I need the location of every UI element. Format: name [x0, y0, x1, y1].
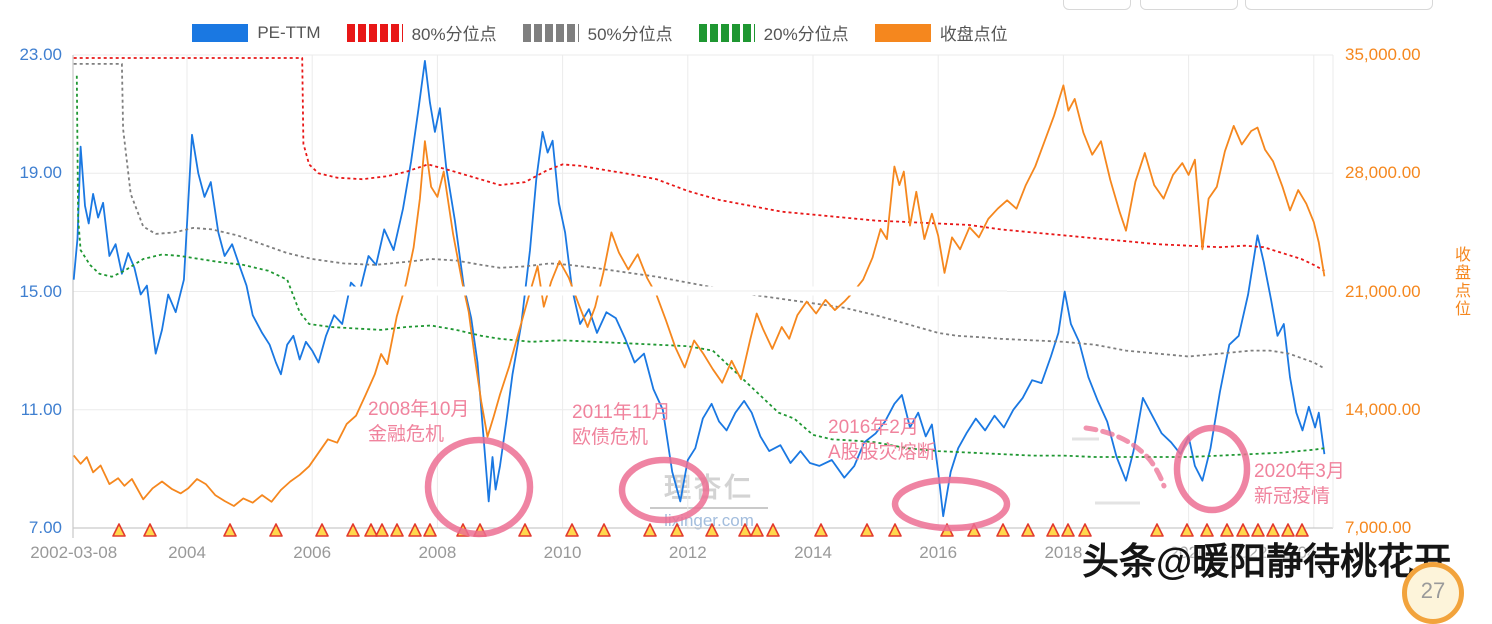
chart-legend: PE-TTM 80%分位点 50%分位点 20%分位点 收盘点位 — [0, 20, 1200, 45]
legend-swatch-p20 — [698, 23, 755, 42]
event-triangle-marker[interactable] — [996, 523, 1010, 537]
legend-item-pe-ttm[interactable]: PE-TTM — [192, 22, 321, 43]
event-triangle-marker[interactable] — [346, 523, 360, 537]
event-triangle-marker[interactable] — [1046, 523, 1060, 537]
annotation-crisis-2016: 2016年2月 A股股灾熔断 — [828, 417, 936, 463]
series-PE-TTM — [72, 60, 1326, 518]
event-triangle-marker[interactable] — [705, 523, 719, 537]
x-tick-2012: 2012 — [668, 543, 707, 562]
annotation-crisis-2020: 2020年3月 新冠疫情 — [1254, 461, 1345, 507]
event-triangle-marker[interactable] — [643, 523, 657, 537]
event-triangle-marker[interactable] — [223, 523, 237, 537]
series-50%分位点 — [73, 63, 1325, 370]
toolbar-button-3[interactable] — [1245, 0, 1433, 10]
event-triangle-marker[interactable] — [888, 523, 902, 537]
crisis-circle — [1173, 424, 1251, 514]
legend-swatch-p80 — [346, 23, 403, 42]
legend-label-p50: 50%分位点 — [587, 25, 673, 44]
legend-item-p50[interactable]: 50%分位点 — [522, 20, 673, 45]
toolbar-button-2[interactable] — [1140, 0, 1238, 10]
event-triangle-marker[interactable] — [597, 523, 611, 537]
x-tick-2002-03-08: 2002-03-08 — [30, 543, 118, 562]
crisis-circle — [424, 436, 534, 538]
x-tick-2006: 2006 — [293, 543, 332, 562]
annotation-crisis-2011: 2011年11月 欧债危机 — [572, 402, 671, 448]
legend-item-close[interactable]: 收盘点位 — [874, 20, 1008, 45]
y-left-tick-7.00: 7.00 — [28, 518, 62, 537]
y-left-tick-23.00: 23.00 — [19, 45, 62, 64]
legend-label-p80: 80%分位点 — [411, 25, 497, 44]
y-left-tick-19.00: 19.00 — [19, 163, 62, 183]
event-triangle-marker[interactable] — [1281, 523, 1295, 537]
legend-label-close: 收盘点位 — [939, 25, 1008, 44]
event-triangle-marker[interactable] — [1150, 523, 1164, 537]
event-triangle-marker[interactable] — [1266, 523, 1280, 537]
event-triangle-marker[interactable] — [1251, 523, 1265, 537]
event-triangle-marker[interactable] — [860, 523, 874, 537]
annotation-crisis-2008: 2008年10月 金融危机 — [368, 399, 470, 445]
toolbar-button-1[interactable] — [1063, 0, 1131, 10]
event-triangle-marker[interactable] — [1200, 523, 1214, 537]
event-triangle-marker[interactable] — [423, 523, 437, 537]
pink-swoosh-annotation — [1083, 425, 1167, 489]
event-triangle-marker[interactable] — [408, 523, 422, 537]
event-triangle-marker[interactable] — [738, 523, 752, 537]
y-right-tick-35,000.00: 35,000.00 — [1345, 45, 1421, 64]
corner-badge-number: 27 — [1420, 578, 1446, 603]
event-triangle-marker[interactable] — [1295, 523, 1309, 537]
legend-swatch-close — [874, 23, 931, 42]
series-20%分位点 — [75, 75, 1325, 458]
event-triangle-marker[interactable] — [315, 523, 329, 537]
x-tick-2004: 2004 — [168, 543, 206, 562]
event-triangle-marker[interactable] — [1061, 523, 1075, 537]
y-right-tick-7,000.00: 7,000.00 — [1345, 518, 1412, 537]
legend-swatch-p50 — [522, 23, 579, 42]
toutiao-watermark: 头条@暖阳静待桃花开 — [1082, 541, 1452, 582]
legend-item-p80[interactable]: 80%分位点 — [346, 20, 497, 45]
event-triangle-marker[interactable] — [1236, 523, 1250, 537]
event-triangle-marker[interactable] — [112, 523, 126, 537]
right-axis-title: 收盘点位 — [1452, 246, 1469, 318]
series-收盘点位 — [73, 84, 1326, 507]
event-triangle-marker[interactable] — [1180, 523, 1194, 537]
event-triangle-marker[interactable] — [967, 523, 981, 537]
event-triangle-marker[interactable] — [814, 523, 828, 537]
event-triangle-marker[interactable] — [670, 523, 684, 537]
chart-canvas[interactable] — [0, 0, 1492, 586]
event-triangle-marker[interactable] — [766, 523, 780, 537]
event-triangle-marker[interactable] — [390, 523, 404, 537]
event-triangle-marker[interactable] — [565, 523, 579, 537]
event-triangle-marker[interactable] — [375, 523, 389, 537]
legend-item-p20[interactable]: 20%分位点 — [698, 20, 849, 45]
crisis-circle — [618, 456, 710, 524]
x-tick-2022-03-04: 2022-03-04 — [1229, 543, 1317, 562]
legend-swatch-pe-ttm — [192, 23, 249, 42]
y-left-tick-11.00: 11.00 — [20, 399, 62, 419]
legend-label-pe-ttm: PE-TTM — [257, 22, 321, 42]
y-left-tick-15.00: 15.00 — [19, 281, 62, 301]
event-triangle-marker[interactable] — [269, 523, 283, 537]
event-triangle-marker[interactable] — [364, 523, 378, 537]
series-80%分位点 — [73, 57, 1325, 272]
x-tick-2016: 2016 — [919, 543, 958, 562]
event-triangle-marker[interactable] — [1078, 523, 1092, 537]
event-triangle-marker[interactable] — [750, 523, 764, 537]
x-tick-2018: 2018 — [1044, 543, 1083, 562]
x-tick-2020: 2020 — [1169, 543, 1208, 562]
x-tick-2010: 2010 — [543, 543, 582, 562]
y-right-tick-21,000.00: 21,000.00 — [1345, 281, 1421, 301]
event-triangle-marker[interactable] — [143, 523, 157, 537]
x-tick-2014: 2014 — [794, 543, 832, 562]
event-triangle-marker[interactable] — [518, 523, 532, 537]
event-triangle-marker[interactable] — [1021, 523, 1035, 537]
y-right-tick-14,000.00: 14,000.00 — [1345, 399, 1421, 419]
crisis-circle — [891, 476, 1011, 532]
y-right-tick-28,000.00: 28,000.00 — [1345, 163, 1421, 183]
corner-badge: 27 — [1402, 562, 1464, 624]
x-tick-2008: 2008 — [418, 543, 457, 562]
event-triangle-marker[interactable] — [1220, 523, 1234, 537]
legend-label-p20: 20%分位点 — [763, 25, 849, 44]
